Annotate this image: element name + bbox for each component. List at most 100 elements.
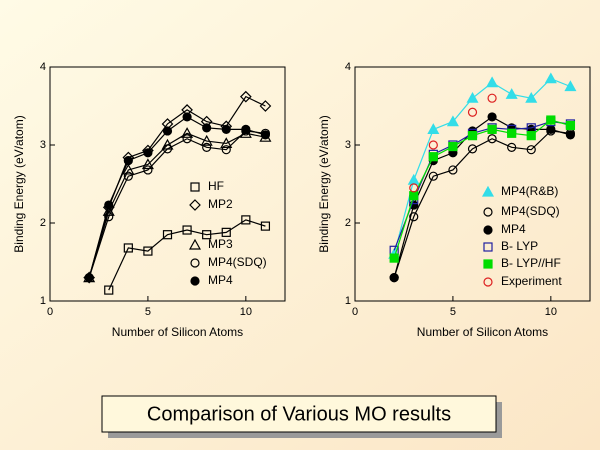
marker: [409, 212, 419, 222]
x-tick-label: 0: [47, 306, 53, 318]
series-line: [393, 130, 571, 278]
legend-label: MP4: [501, 222, 526, 236]
marker: [241, 215, 251, 225]
y-tick-label: 3: [40, 139, 46, 151]
marker: [162, 230, 173, 240]
marker: [526, 145, 536, 155]
legend-label: MP4: [208, 273, 233, 287]
x-tick-label: 0: [352, 306, 358, 318]
plot-frame: [49, 66, 286, 302]
y-axis-label: Binding Energy (eV/atom): [317, 115, 331, 252]
marker: [200, 134, 213, 146]
series-line: [88, 130, 266, 278]
marker: [259, 100, 272, 112]
marker: [507, 142, 517, 152]
marker: [564, 80, 577, 92]
marker: [182, 225, 192, 235]
marker: [182, 112, 192, 122]
marker: [182, 134, 192, 144]
marker: [104, 212, 114, 222]
series-line: [393, 119, 571, 259]
marker: [546, 124, 556, 134]
series-line: [393, 77, 571, 255]
x-axis-label: Number of Silicon Atoms: [112, 325, 243, 339]
marker: [389, 253, 399, 263]
marker: [104, 285, 114, 295]
marker: [448, 141, 458, 152]
y-tick-label: 3: [345, 139, 351, 151]
legend-label: MP4(SDQ): [501, 204, 560, 218]
marker: [141, 158, 154, 170]
marker: [507, 128, 517, 138]
series-line: [393, 116, 571, 278]
series-line: [88, 116, 266, 278]
x-tick-label: 10: [240, 306, 252, 318]
x-tick-label: 5: [450, 306, 456, 318]
marker: [427, 123, 440, 134]
legend-marker: [483, 242, 493, 252]
legend-label: MP2: [208, 197, 233, 211]
marker: [181, 127, 194, 138]
marker: [202, 142, 212, 152]
marker: [104, 200, 114, 210]
legend-label: B- LYP: [501, 239, 538, 253]
marker: [143, 246, 153, 256]
legend-label: B- LYP//HF: [501, 256, 561, 270]
legend-marker: [483, 207, 493, 217]
marker: [467, 144, 478, 154]
marker: [525, 91, 538, 103]
y-tick-label: 1: [345, 295, 351, 307]
series-line: [108, 219, 266, 291]
marker: [122, 163, 135, 175]
x-axis-label: Number of Silicon Atoms: [417, 325, 548, 339]
marker: [123, 243, 133, 253]
y-tick-label: 2: [345, 217, 351, 229]
legend-marker: [483, 225, 493, 235]
marker: [565, 130, 576, 140]
marker: [487, 93, 497, 103]
marker: [221, 124, 231, 134]
legend-label: MP4(R&B): [501, 184, 558, 198]
marker: [467, 107, 478, 117]
x-tick-label: 10: [545, 306, 557, 318]
marker: [143, 165, 153, 175]
legend-label: MP3: [208, 237, 233, 251]
marker: [221, 145, 231, 155]
marker: [162, 144, 173, 154]
y-tick-label: 4: [345, 61, 351, 73]
marker: [466, 91, 479, 103]
marker: [260, 130, 271, 140]
marker: [487, 112, 497, 122]
marker: [486, 76, 499, 88]
legend-marker: [483, 277, 493, 287]
marker: [487, 134, 497, 144]
caption-box: [101, 395, 497, 433]
marker: [446, 115, 459, 127]
marker: [526, 131, 536, 141]
marker: [239, 90, 252, 103]
series-line: [88, 132, 266, 278]
legend-marker: [189, 199, 201, 211]
marker: [409, 191, 419, 201]
marker: [202, 230, 212, 240]
marker: [428, 171, 438, 181]
marker: [428, 152, 438, 162]
caption: Comparison of Various MO results: [147, 403, 451, 425]
marker: [123, 171, 133, 181]
legend-marker: [483, 259, 493, 269]
marker: [123, 156, 133, 166]
legend-marker: [190, 182, 200, 192]
marker: [162, 126, 173, 136]
legend-marker: [190, 276, 200, 286]
legend-label: MP4(SDQ): [208, 255, 267, 269]
legend-marker: [188, 238, 202, 250]
marker: [546, 115, 556, 125]
plot-frame: [354, 66, 591, 302]
marker: [202, 123, 212, 133]
marker: [428, 140, 438, 150]
y-axis-label: Binding Energy (eV/atom): [12, 115, 26, 252]
marker: [565, 120, 576, 131]
marker: [487, 124, 497, 135]
